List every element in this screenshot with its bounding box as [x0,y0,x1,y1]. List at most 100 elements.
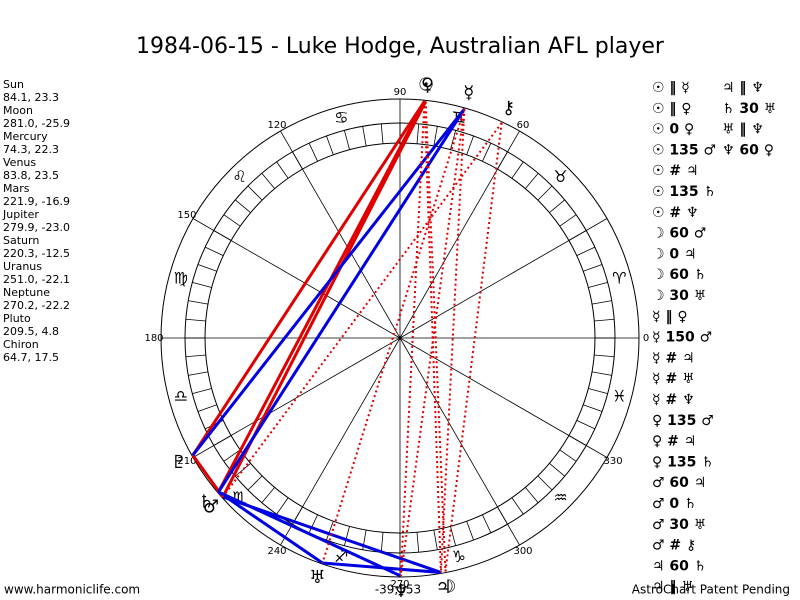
degree-label: 330 [603,456,622,467]
aspect-entry: ☉ ‖ ☿ [652,80,690,96]
planet-coords: 84.1, 23.3 [3,91,59,104]
aspect-line [444,122,503,572]
house-spoke [280,337,401,546]
aspect-entry: ♆ 60 ♀ [722,142,774,158]
aspect-entry: ☿ # ♅ [652,371,695,387]
ring-tick [326,135,334,155]
footer-center: -39,553 [375,583,421,597]
ring-tick [326,521,334,541]
ring-tick [235,463,251,477]
ring-tick [188,371,209,376]
ring-tick [591,371,612,376]
ring-tick [276,497,289,515]
planet-coords: 279.9, -23.0 [3,221,70,234]
planet-name: Moon [3,104,33,117]
ring-tick [525,173,539,189]
aspect-entry: ♀ 135 ♄ [652,454,714,470]
planet-coords: 83.8, 23.5 [3,169,59,182]
planet-glyph: ♃ [436,577,452,598]
house-spoke [399,337,520,546]
ring-tick [549,463,565,477]
aspect-entry: ♃ ‖ ♅ [652,579,694,595]
planet-name: Jupiter [2,208,39,221]
degree-label: 240 [267,546,286,557]
aspect-entry: ☽ 60 ♂ [652,226,706,242]
zodiac-sign: ♈︎ [612,269,626,288]
degree-label: 90 [394,87,407,98]
degree-label: 210 [177,456,196,467]
ring-tick [197,404,217,412]
house-spoke [192,218,401,339]
planet-glyph: ☉ [418,74,434,95]
aspect-entry: ♂ 0 ♄ [652,496,697,512]
ring-tick [185,354,206,358]
zodiac-sign: ♍︎ [174,269,188,288]
aspect-entry: ♃ 60 ♄ [652,558,706,574]
planet-name: Mercury [3,130,48,143]
ring-tick [433,126,438,147]
planet-coords: 209.5, 4.8 [3,325,59,338]
ring-tick [466,521,474,541]
ring-tick [343,130,350,150]
planet-name: Pluto [3,312,31,325]
ring-tick [247,185,263,201]
ring-tick [466,135,474,155]
planet-glyph: ☿ [463,82,474,103]
ring-tick [559,449,577,462]
aspect-entry: ☉ ‖ ♀ [652,101,692,117]
house-spoke [399,130,520,339]
zodiac-sign: ♒︎ [553,488,567,507]
aspect-entry: ♃ ‖ ♆ [722,80,764,96]
planet-coords: 270.2, -22.2 [3,299,70,312]
planet-coords: 64.7, 17.5 [3,351,59,364]
aspect-entry: ☿ ‖ ♀ [652,309,688,325]
ring-tick [537,185,553,201]
ring-tick [588,388,608,395]
ring-tick [185,318,206,322]
ring-tick [450,130,457,150]
aspect-line [191,107,466,457]
ring-tick [594,318,615,322]
degree-label: 60 [517,120,530,131]
aspect-line [222,122,503,498]
house-spoke [399,337,608,458]
ring-tick [416,532,420,553]
zodiac-sign: ♌︎ [232,167,246,186]
ring-tick [583,404,603,412]
ring-tick [204,246,224,256]
planet-glyph: ♆ [393,581,409,600]
ring-tick [308,142,318,162]
ring-tick [482,514,492,534]
house-spoke [280,130,401,339]
planet-glyph: ♄ [198,491,214,512]
zodiac-sign: ♉︎ [553,167,567,186]
ring-tick [594,354,615,358]
aspect-entry: ♅ ‖ ♆ [722,122,764,138]
ring-tick [223,214,241,227]
aspect-line [322,561,442,574]
planet-coords: 281.0, -25.9 [3,117,70,130]
aspect-line [399,108,466,577]
ring-tick [591,300,612,305]
planet-coords: 74.3, 22.3 [3,143,59,156]
aspect-line [424,101,447,572]
ring-tick [576,246,596,256]
aspect-line [191,100,426,457]
degree-label: 270 [390,579,409,590]
aspect-entry: ♂ 30 ♅ [652,517,706,533]
aspect-entry: ♂ # ⚷ [652,538,696,554]
aspect-entry: ♀ # ♃ [652,434,696,450]
aspect-line [399,101,426,577]
ring-tick [380,532,384,553]
planet-glyph: ♅ [309,567,325,588]
ring-tick [261,487,275,503]
planet-glyph: ♀ [421,74,434,95]
aspect-entry: ☿ 150 ♂ [652,330,712,346]
aspect-line [217,108,466,493]
degree-label: 150 [177,210,196,221]
planet-name: Sun [3,78,24,91]
aspect-entry: ☉ # ♆ [652,205,699,221]
ring-tick [247,475,263,491]
wheel: ♈︎♉︎♊︎♋︎♌︎♍︎♎︎♏︎♐︎♑︎♒︎♓︎0609012015018021… [144,74,649,600]
aspect-line [439,108,466,573]
